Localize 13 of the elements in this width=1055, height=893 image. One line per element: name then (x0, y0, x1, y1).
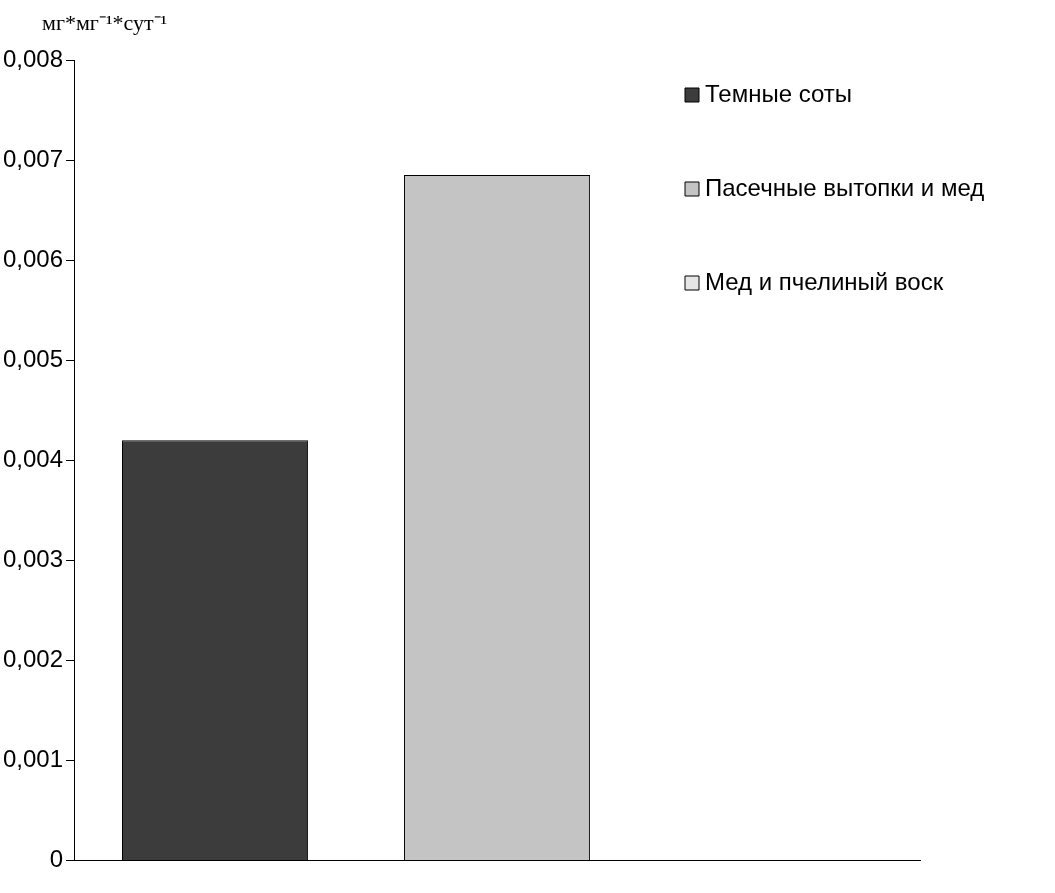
y-tick-label: 0,006 (3, 244, 64, 272)
y-tick-label: 0,007 (3, 144, 64, 172)
y-tick-label: 0,005 (3, 344, 64, 372)
y-tick-label: 0,003 (3, 545, 64, 572)
legend-label: Пасечные вытопки и мед (705, 173, 985, 201)
y-tick-label: 0 (49, 845, 64, 873)
y-tick-label: 0,004 (3, 444, 64, 472)
y-tick-label: 0,001 (3, 745, 64, 773)
y-axis-title: мг*мг⁻¹*сут⁻¹ (42, 9, 168, 36)
legend-label: Темные соты (705, 79, 853, 107)
y-tick-label: 0,008 (3, 44, 64, 72)
y-tick-label: 0,002 (3, 645, 64, 673)
legend-label: Мед и пчелиный воск (705, 267, 944, 295)
